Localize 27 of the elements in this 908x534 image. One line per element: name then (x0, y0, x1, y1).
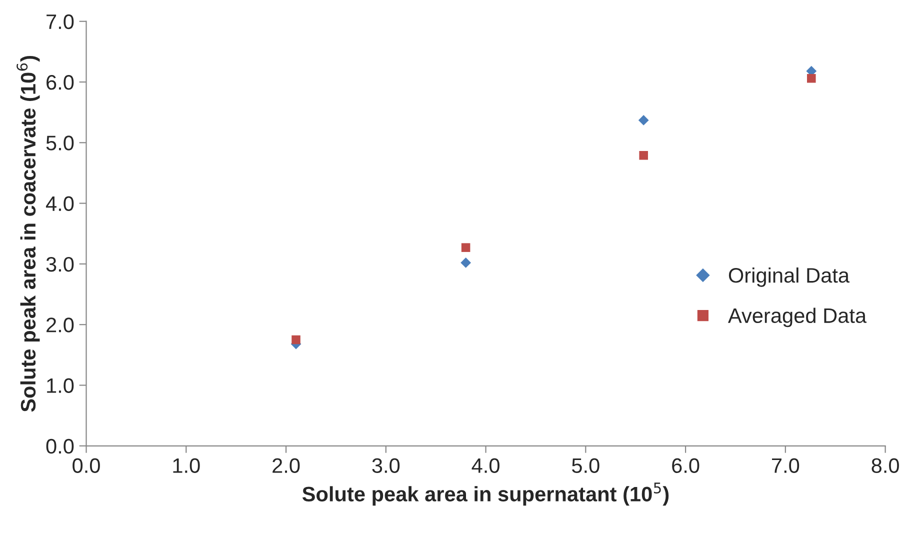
x-axis-title: Solute peak area in supernatant (10$^{5}$) (302, 482, 669, 506)
y-axis-title: Solute peak area in coacervate (10$^{6}$) (16, 56, 40, 412)
y-tick-label: 6.0 (46, 75, 74, 90)
x-tick-label: 8.0 (872, 458, 899, 473)
x-tick-label: 2.0 (272, 458, 300, 473)
x-tick-label: 1.0 (173, 458, 200, 473)
point (639, 151, 648, 160)
y-tick-label: 5.0 (46, 136, 74, 150)
point (806, 74, 816, 83)
point (460, 258, 471, 268)
x-tick-label: 0.0 (72, 458, 100, 473)
x-tick-label: 6.0 (672, 458, 700, 473)
x-tick-label: 5.0 (572, 458, 600, 473)
x-tick-label: 4.0 (472, 458, 500, 473)
y-tick-label: 7.0 (46, 14, 74, 30)
legend-label: Original Data (728, 267, 850, 287)
x-tick-label: 7.0 (772, 458, 800, 473)
point (638, 115, 649, 126)
point (292, 335, 300, 344)
y-tick-label: 3.0 (46, 256, 74, 272)
y-tick-label: 0.0 (46, 438, 74, 454)
y-tick-label: 4.0 (46, 196, 74, 212)
y-tick-label: 1.0 (47, 378, 74, 393)
x-tick-label: 3.0 (372, 458, 400, 473)
y-tick-label: 2.0 (46, 318, 74, 332)
point (461, 243, 470, 252)
legend-label: Averaged Data (728, 308, 867, 328)
